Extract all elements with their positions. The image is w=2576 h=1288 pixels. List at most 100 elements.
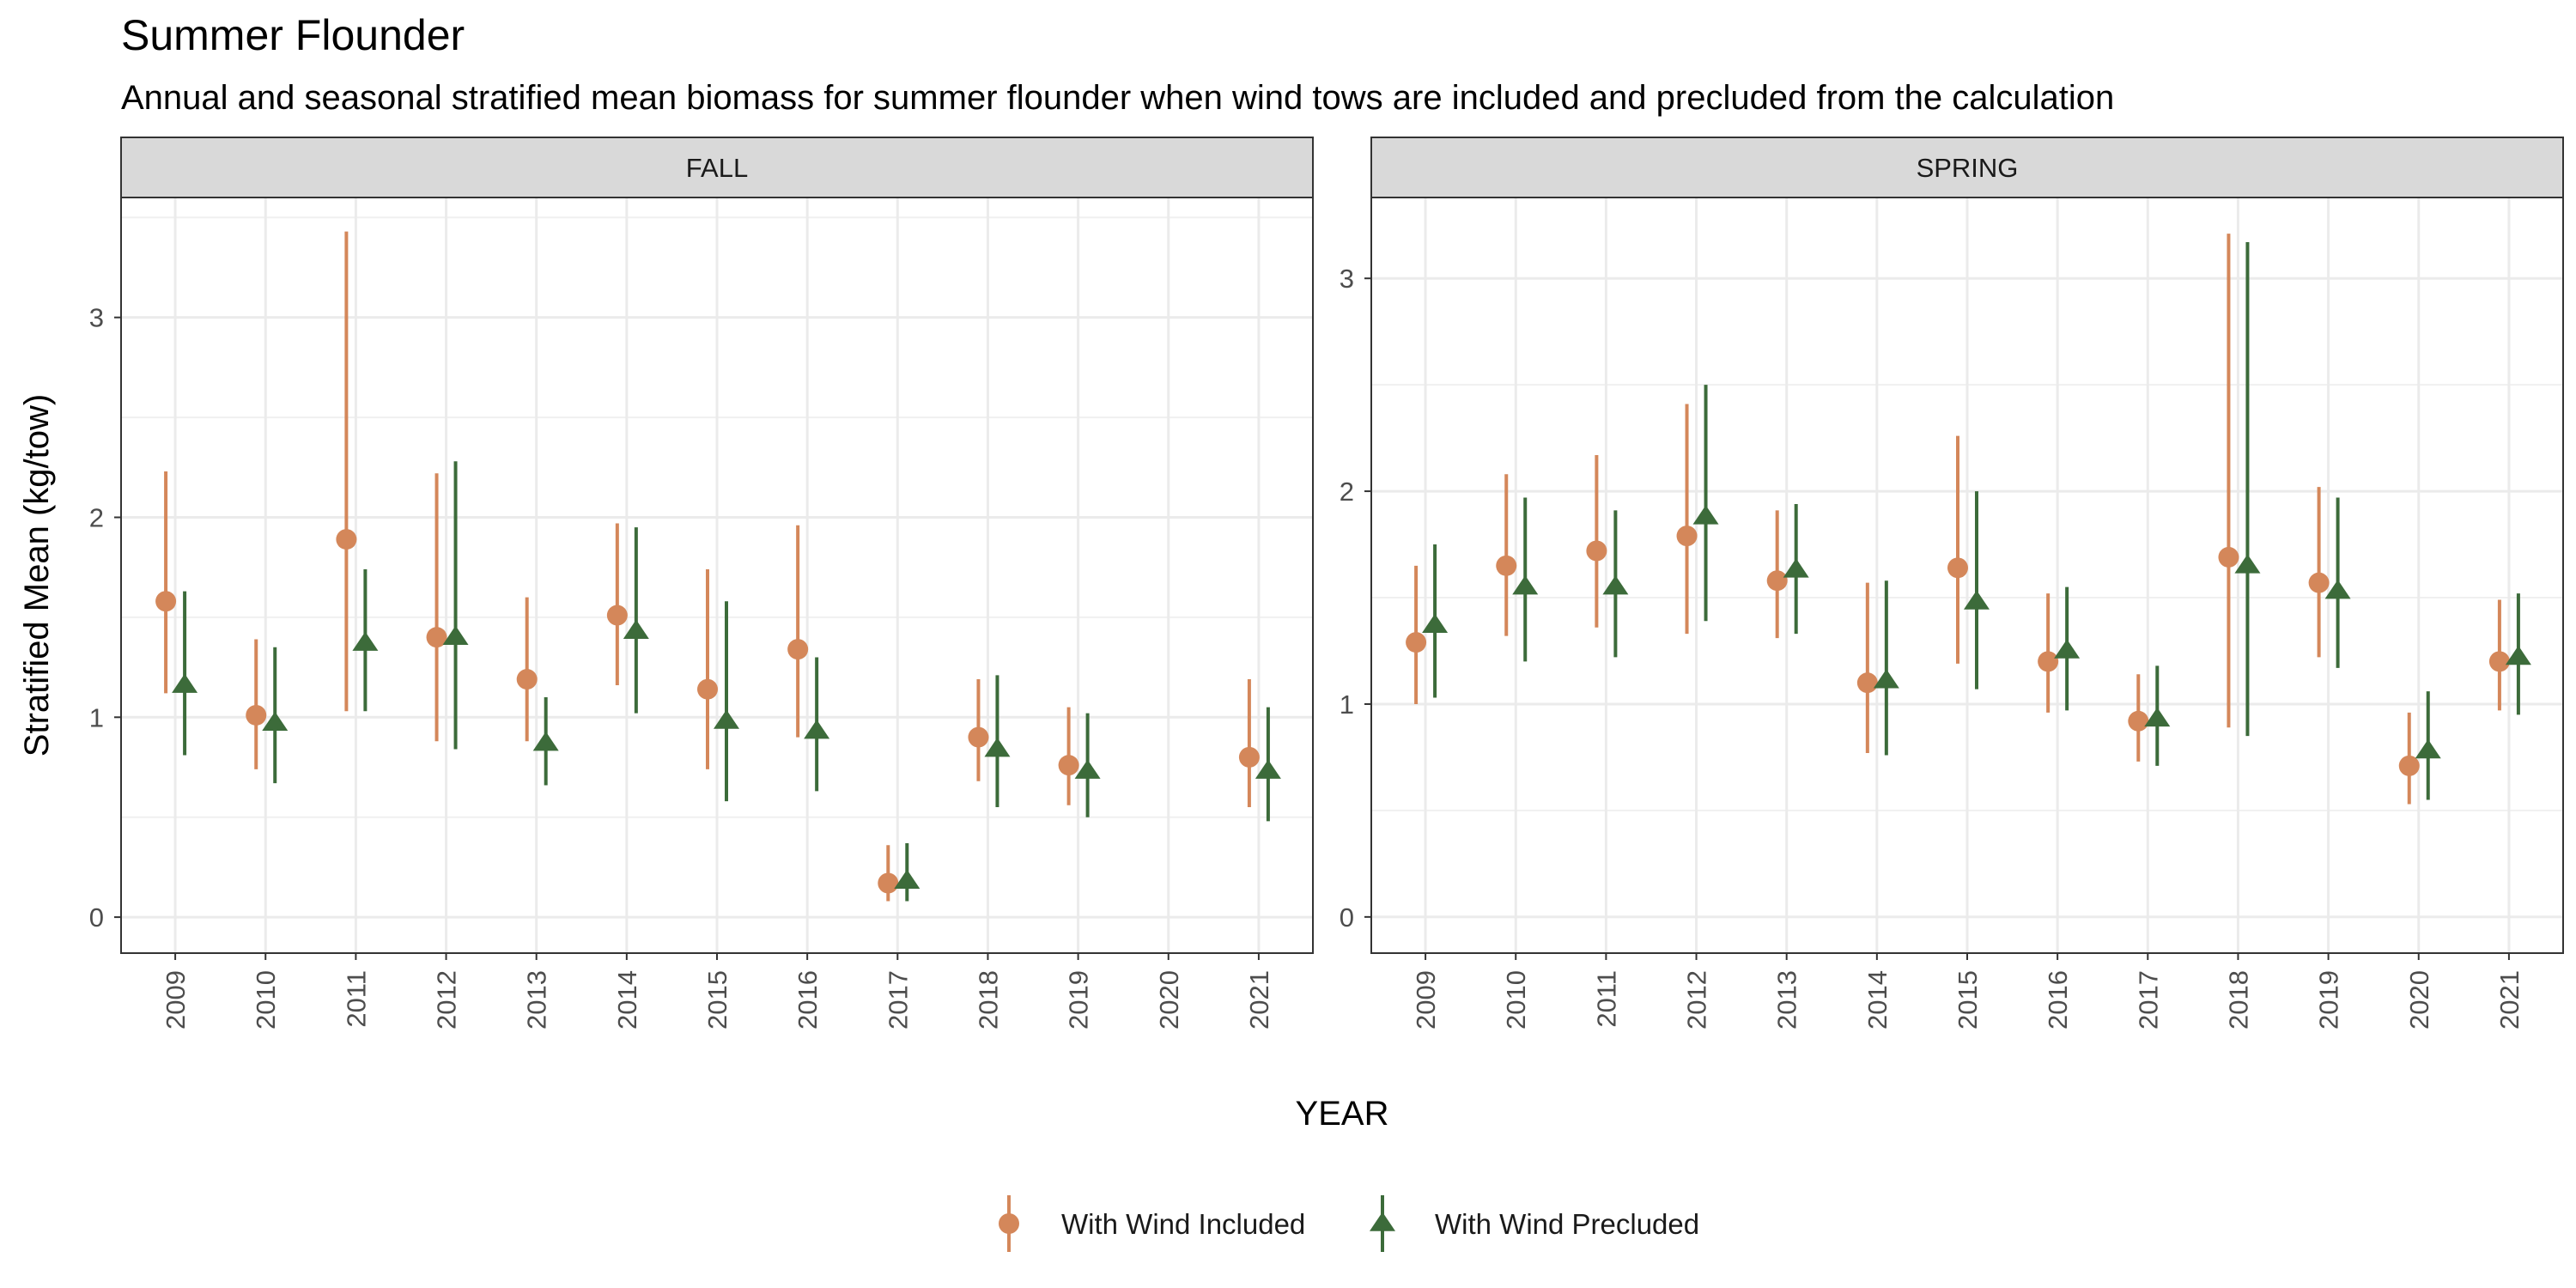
- data-point-circle: [1496, 555, 1517, 576]
- x-tick-label: 2016: [2043, 970, 2073, 1030]
- data-point-triangle: [532, 732, 559, 751]
- x-tick-label: 2019: [1064, 970, 1094, 1030]
- x-tick-label: 2015: [1953, 970, 1983, 1030]
- panel-border-spring: [1370, 197, 2564, 954]
- x-tick-label: 2016: [793, 970, 823, 1030]
- legend: With Wind Included With Wind Precluded: [999, 1195, 1699, 1252]
- data-point-triangle: [2144, 707, 2171, 727]
- data-point-circle: [426, 627, 447, 648]
- x-tick-label: 2014: [1862, 970, 1893, 1030]
- data-point-triangle: [1512, 575, 1539, 595]
- x-tick-label: 2021: [1244, 970, 1274, 1030]
- data-point-circle: [1238, 746, 1260, 768]
- x-tick-label: 2017: [2133, 970, 2163, 1030]
- strip-spring: [1370, 137, 2564, 198]
- data-point-circle: [1676, 526, 1698, 547]
- x-tick-label: 2011: [1591, 970, 1621, 1028]
- y-tick-label: 0: [1340, 902, 1354, 933]
- data-point-circle: [2308, 572, 2330, 593]
- x-tick-label: 2020: [1154, 970, 1184, 1030]
- x-tick-label: 2018: [973, 970, 1003, 1030]
- data-point-triangle: [172, 673, 198, 693]
- x-tick-label: 2020: [2404, 970, 2434, 1030]
- data-point-triangle: [623, 619, 649, 639]
- data-point-circle: [155, 591, 177, 612]
- x-tick-label: 2009: [161, 970, 191, 1030]
- y-tick-label: 2: [1340, 477, 1354, 507]
- data-point-circle: [1856, 672, 1878, 694]
- data-point-triangle: [2415, 739, 2441, 759]
- data-point-triangle: [1873, 669, 1899, 689]
- panel-border-fall: [120, 197, 1314, 954]
- data-point-triangle: [352, 631, 379, 651]
- y-axis-title: Stratified Mean (kg/tow): [18, 394, 56, 756]
- legend-key-circle: [999, 1213, 1019, 1234]
- data-point-circle: [1947, 557, 1968, 579]
- data-point-triangle: [1692, 505, 1719, 525]
- x-tick-label: 2013: [1772, 970, 1802, 1030]
- data-point-circle: [336, 529, 357, 550]
- data-point-triangle: [262, 711, 289, 732]
- x-tick-label: 2021: [2494, 970, 2524, 1030]
- data-point-circle: [1586, 540, 1607, 562]
- plot-area-fall: 0 1 2 3 2009 2010 2011 2012 2013 2014 2015 2016 2017…: [89, 197, 1313, 1030]
- y-tick-label: 2: [89, 502, 104, 532]
- x-tick-label: 2012: [432, 970, 462, 1030]
- legend-key-triangle: [1370, 1212, 1395, 1231]
- data-point-triangle: [2505, 645, 2531, 665]
- strip-label-fall: FALL: [686, 153, 748, 183]
- y-tick-label: 0: [89, 902, 104, 933]
- x-tick-label: 2011: [341, 970, 371, 1028]
- data-point-circle: [787, 639, 809, 660]
- x-tick-label: 2014: [612, 970, 642, 1030]
- plot-area-spring: 0 1 2 3 2009 2010 2011 2012 2013 2014 2015 2016 2017…: [1340, 197, 2563, 1030]
- data-point-circle: [246, 704, 267, 726]
- y-tick-label: 3: [89, 303, 104, 333]
- x-tick-label: 2009: [1411, 970, 1441, 1030]
- x-tick-label: 2010: [251, 970, 281, 1030]
- y-tick-label: 3: [1340, 264, 1354, 294]
- data-point-circle: [516, 669, 538, 690]
- data-point-triangle: [2234, 554, 2261, 574]
- data-point-triangle: [442, 625, 469, 645]
- strip-fall: [120, 137, 1314, 198]
- data-point-circle: [606, 605, 628, 626]
- data-point-triangle: [1422, 613, 1449, 634]
- data-point-triangle: [714, 709, 739, 729]
- x-tick-label: 2015: [702, 970, 732, 1030]
- x-tick-label: 2013: [522, 970, 552, 1030]
- x-axis-title: YEAR: [1296, 1095, 1389, 1133]
- data-point-circle: [1058, 755, 1079, 776]
- legend-label: With Wind Precluded: [1435, 1208, 1699, 1240]
- legend-label: With Wind Included: [1061, 1208, 1305, 1240]
- y-tick-label: 1: [89, 702, 104, 732]
- data-point-circle: [2398, 755, 2420, 776]
- data-point-triangle: [1255, 759, 1281, 779]
- panel-fall: FALL 0 1 2 3 2009 2010 2011 2012 2013 2014 2015 201…: [89, 137, 1314, 1030]
- data-point-triangle: [984, 738, 1011, 757]
- x-tick-label: 2018: [2223, 970, 2253, 1030]
- chart-title: Summer Flounder: [121, 11, 465, 59]
- data-point-triangle: [2324, 580, 2351, 599]
- data-point-circle: [968, 726, 989, 748]
- data-point-circle: [2038, 651, 2059, 672]
- data-point-circle: [2488, 651, 2510, 672]
- strip-label-spring: SPRING: [1917, 153, 2019, 183]
- data-point-triangle: [1783, 558, 1809, 578]
- data-point-triangle: [804, 720, 830, 739]
- data-point-triangle: [1074, 759, 1101, 779]
- x-tick-label: 2019: [2314, 970, 2344, 1030]
- data-point-circle: [1766, 570, 1788, 592]
- data-point-circle: [878, 872, 899, 894]
- x-tick-label: 2010: [1501, 970, 1531, 1030]
- x-tick-label: 2012: [1682, 970, 1712, 1030]
- data-point-triangle: [894, 869, 920, 889]
- data-point-triangle: [2054, 639, 2081, 659]
- data-point-circle: [2128, 710, 2149, 732]
- data-point-circle: [1406, 632, 1427, 653]
- data-point-circle: [2218, 546, 2239, 568]
- panel-spring: SPRING 0 1 2 3 2009 2010 2011 2012 2013 2014 2015 2…: [1340, 137, 2564, 1030]
- x-tick-label: 2017: [883, 970, 913, 1030]
- data-point-triangle: [1964, 590, 1990, 610]
